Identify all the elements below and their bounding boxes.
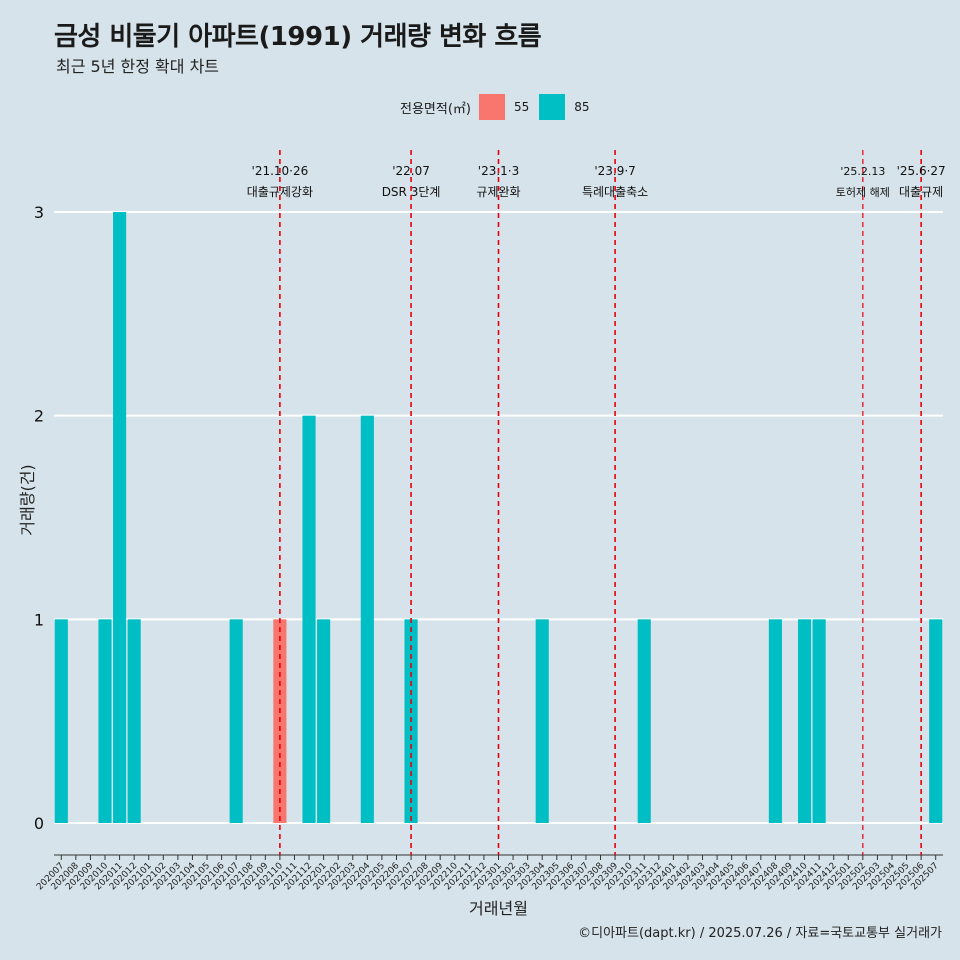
legend-swatch-85 (539, 94, 566, 120)
annotation-label-202506: 대출규제 (899, 185, 943, 199)
bar-202408-85 (768, 619, 782, 823)
annotation-label-202502: 토허제 해제 (836, 185, 890, 199)
bar-202311-85 (637, 619, 651, 823)
y-tick-label: 0 (34, 814, 44, 833)
chart-title: 금성 비둘기 아파트(1991) 거래량 변화 흐름 (54, 22, 542, 52)
bar-202410-85 (797, 619, 812, 823)
annotation-date-202301: '23.1·3 (478, 164, 519, 178)
bar-202411-85 (812, 619, 826, 823)
annotation-label-202309: 특례대출축소 (582, 185, 648, 199)
annotation-label-202301: 규제완화 (476, 185, 520, 199)
bar-202007-85 (54, 619, 68, 823)
bar-202201-85 (317, 619, 331, 823)
x-axis-title: 거래년월 (469, 899, 528, 918)
source-caption: ©디아파트(dapt.kr) / 2025.07.26 / 자료=국토교통부 실… (578, 926, 942, 941)
legend-title: 전용면적(㎡) (400, 101, 471, 117)
bar-202010-85 (98, 619, 112, 823)
bar-202507-85 (929, 619, 943, 823)
bar-202304-85 (535, 619, 549, 823)
y-axis-title: 거래량(건) (18, 464, 37, 535)
annotation-date-202309: '23.9·7 (594, 164, 635, 178)
chart-subtitle: 최근 5년 한정 확대 차트 (56, 57, 220, 76)
annotation-date-202110: '21.10·26 (252, 164, 309, 178)
legend-swatch-55 (478, 94, 505, 120)
legend-label-55: 55 (513, 100, 530, 114)
bar-202204-85 (360, 415, 374, 823)
bar-202011-85 (113, 212, 127, 823)
y-tick-label: 1 (34, 610, 44, 629)
legend: 전용면적(㎡) 55 85 (400, 93, 600, 121)
bar-202012-85 (127, 619, 141, 823)
annotation-label-202207: DSR 3단계 (382, 185, 441, 199)
bar-202107-85 (229, 619, 243, 823)
annotation-date-202207: '22.07 (392, 164, 430, 178)
annotation-date-202502: '25.2.13 (840, 165, 885, 178)
legend-label-85: 85 (574, 100, 590, 114)
annotation-date-202506: '25.6·27 (897, 164, 946, 178)
legend-item-55: 55 (478, 94, 530, 120)
y-tick-label: 2 (34, 407, 44, 426)
bar-202112-85 (302, 415, 316, 823)
annotation-label-202110: 대출규제강화 (247, 185, 313, 199)
legend-item-85: 85 (539, 94, 590, 120)
y-tick-label: 3 (34, 203, 44, 222)
